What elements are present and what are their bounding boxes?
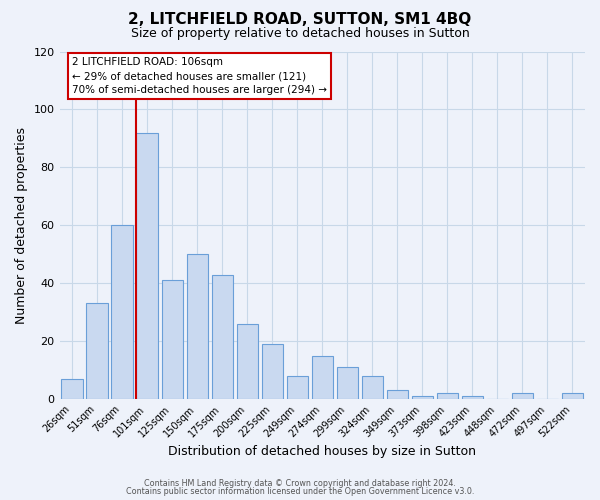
Bar <box>187 254 208 399</box>
Bar <box>212 274 233 399</box>
Bar <box>562 394 583 399</box>
Text: 2 LITCHFIELD ROAD: 106sqm
← 29% of detached houses are smaller (121)
70% of semi: 2 LITCHFIELD ROAD: 106sqm ← 29% of detac… <box>72 58 327 96</box>
Bar <box>61 379 83 399</box>
Bar <box>337 367 358 399</box>
Bar <box>462 396 483 399</box>
Bar <box>387 390 408 399</box>
Bar <box>287 376 308 399</box>
Bar <box>86 304 108 399</box>
Text: Size of property relative to detached houses in Sutton: Size of property relative to detached ho… <box>131 28 469 40</box>
Bar <box>161 280 183 399</box>
Bar <box>136 132 158 399</box>
Bar <box>236 324 258 399</box>
Bar <box>311 356 333 399</box>
X-axis label: Distribution of detached houses by size in Sutton: Distribution of detached houses by size … <box>168 444 476 458</box>
Bar <box>112 226 133 399</box>
Text: Contains HM Land Registry data © Crown copyright and database right 2024.: Contains HM Land Registry data © Crown c… <box>144 478 456 488</box>
Y-axis label: Number of detached properties: Number of detached properties <box>15 127 28 324</box>
Bar <box>512 394 533 399</box>
Bar <box>262 344 283 399</box>
Bar <box>412 396 433 399</box>
Text: 2, LITCHFIELD ROAD, SUTTON, SM1 4BQ: 2, LITCHFIELD ROAD, SUTTON, SM1 4BQ <box>128 12 472 28</box>
Bar <box>362 376 383 399</box>
Bar <box>437 394 458 399</box>
Text: Contains public sector information licensed under the Open Government Licence v3: Contains public sector information licen… <box>126 487 474 496</box>
